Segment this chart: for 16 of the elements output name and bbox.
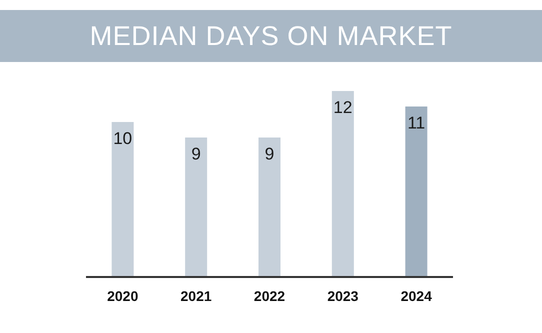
bar — [258, 138, 280, 277]
data-label: 9 — [191, 144, 201, 164]
x-tick-label: 2022 — [254, 288, 286, 304]
bar — [405, 106, 428, 277]
data-label: 9 — [264, 144, 274, 164]
bar — [332, 91, 354, 277]
data-label: 12 — [333, 98, 352, 118]
bar — [185, 138, 208, 277]
x-tick-label: 2020 — [107, 288, 138, 304]
x-tick-label: 2024 — [400, 288, 432, 304]
x-tick-label: 2021 — [180, 288, 212, 304]
bar — [112, 122, 134, 277]
data-label: 11 — [407, 114, 426, 133]
chart-title: MEDIAN DAYS ON MARKET — [0, 10, 542, 62]
data-label: 10 — [113, 129, 132, 148]
x-tick-label: 2023 — [327, 288, 359, 304]
